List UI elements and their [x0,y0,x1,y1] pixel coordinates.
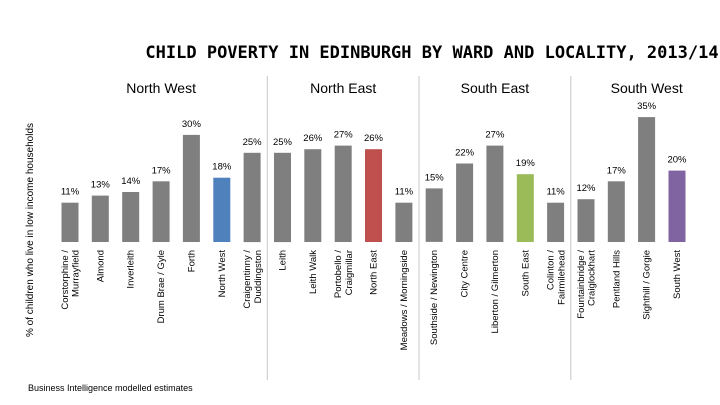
bar-16 [547,202,565,242]
category-label-18: Pentland Hills [611,250,622,308]
bar-0 [61,202,79,242]
category-label-14: Liberton / Gilmerton [490,250,501,333]
value-label-5: 18% [212,162,232,173]
value-label-14: 27% [485,130,505,141]
bar-15 [516,174,534,242]
bar-7 [274,152,291,243]
value-label-11: 11% [395,187,414,198]
bar-17 [577,199,595,242]
value-label-17: 12% [576,183,596,194]
bar-14 [486,145,504,242]
category-label-16: Colinton /Fairmilehead [545,250,567,305]
region-label-0: North West [126,80,196,96]
region-label-2: South East [461,80,530,96]
category-label-5: North West [217,250,228,298]
chart-title: CHILD POVERTY IN EDINBURGH BY WARD AND L… [145,43,718,63]
category-label-7: Leith [278,250,289,271]
category-label-3: Drum Brae / Gyle [156,250,167,323]
footnote: Business Intelligence modelled estimates [28,383,193,393]
category-label-11: Meadows / Morningside [399,250,410,350]
bar-12 [425,188,443,242]
category-label-13: City Centre [460,250,471,298]
value-label-18: 17% [607,165,627,176]
value-label-6: 25% [243,137,263,148]
category-label-17: Fountainbridge /Craiglockhart [576,250,598,319]
bar-18 [607,181,625,242]
value-label-1: 13% [91,180,111,191]
category-labels: Corstorphine /Murrayfield Almond Inverleit… [60,250,683,351]
category-label-20: South West [672,250,683,299]
value-label-15: 19% [516,158,536,169]
bar-6 [243,152,261,243]
bar-3 [152,181,170,242]
value-label-10: 26% [364,133,384,144]
category-label-1: Almond [95,250,106,282]
value-label-20: 20% [667,155,687,166]
bar-10 [365,149,382,242]
value-label-2: 14% [121,176,141,187]
y-axis-label: % of children who live in low income hou… [25,123,36,337]
category-label-10: North East [369,250,380,295]
bars [61,117,686,243]
bar-13 [456,163,474,242]
value-label-9: 27% [334,130,354,141]
bar-8 [304,149,322,242]
bar-1 [91,195,109,242]
value-label-7: 25% [273,137,293,148]
bar-5 [213,177,231,242]
value-label-13: 22% [455,148,475,159]
category-label-0: Corstorphine /Murrayfield [60,250,82,310]
value-label-3: 17% [152,165,172,176]
bar-20 [668,170,686,242]
region-separators [266,76,572,380]
value-label-4: 30% [182,119,202,130]
region-labels: North West North East South East South West [126,80,683,96]
value-label-8: 26% [303,133,323,144]
category-label-8: Leith Walk [308,250,319,294]
region-label-1: North East [310,80,376,96]
category-label-12: Southside / Newington [429,250,440,345]
value-label-16: 11% [546,187,565,198]
category-label-15: South East [520,250,531,297]
bar-11 [395,202,413,242]
bar-2 [122,192,140,242]
category-label-2: Inverleith [126,250,137,289]
value-label-12: 15% [425,172,445,183]
bar-19 [638,117,656,242]
category-label-19: Sighthill / Gorgie [642,250,653,320]
bar-4 [182,134,200,242]
category-label-9: Portobello /Craigmillar [333,250,355,298]
value-label-19: 35% [637,101,657,112]
region-label-3: South West [611,80,683,96]
category-label-4: Forth [186,250,197,272]
value-labels: 11% 13% 14% 17% 30% 18% 25% 25% 26% 27% 26% 11% 15% 2… [61,101,687,198]
bar-9 [334,145,352,242]
value-label-0: 11% [61,187,80,198]
category-label-6: Craigentinny /Duddingston [242,250,264,309]
